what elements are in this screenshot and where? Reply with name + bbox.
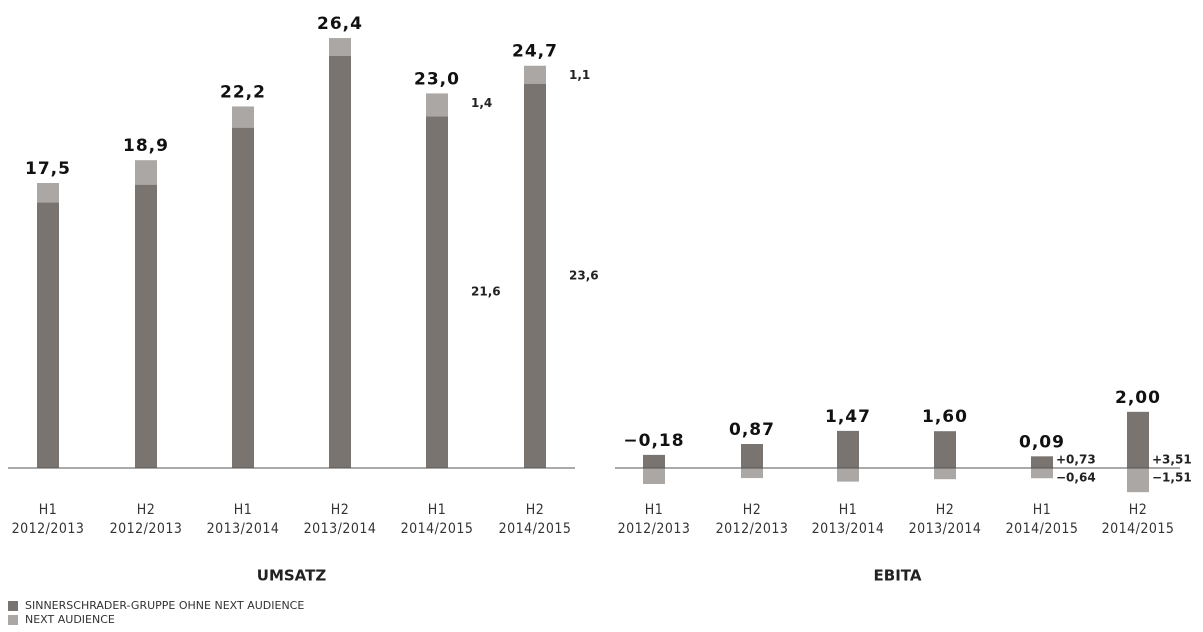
segment-label: 1,1 — [569, 68, 590, 82]
segment-label: +0,73 — [1056, 453, 1096, 467]
total-label: 23,0 — [414, 69, 460, 89]
x-tick-label: 2014/2015 — [1102, 521, 1175, 537]
x-tick-label: 2013/2014 — [207, 521, 280, 537]
x-tick-label: 2012/2013 — [618, 521, 691, 537]
legend-label: SINNERSCHRADER-GRUPPE OHNE NEXT AUDIENCE — [25, 599, 304, 612]
total-label: 24,7 — [512, 42, 558, 62]
x-tick-label: 2013/2014 — [304, 521, 377, 537]
x-tick-label: H2 — [137, 502, 156, 518]
total-label: 17,5 — [25, 159, 71, 179]
x-tick-label: H1 — [39, 502, 58, 518]
x-tick-label: 2014/2015 — [401, 521, 474, 537]
legend-swatch — [8, 615, 18, 625]
bar-segment — [524, 65, 546, 84]
bar-segment — [426, 116, 448, 468]
segment-label: −1,51 — [1152, 471, 1192, 485]
x-tick-label: H2 — [526, 502, 545, 518]
bar-segment — [741, 444, 763, 468]
x-tick-label: H1 — [428, 502, 447, 518]
bar-segment — [37, 183, 59, 203]
x-tick-label: H1 — [645, 502, 664, 518]
bar-segment — [135, 184, 157, 468]
total-label: 22,2 — [220, 82, 266, 102]
bar-segment — [37, 202, 59, 469]
chart-title: EBITA — [874, 567, 922, 585]
bar-segment — [1031, 456, 1053, 468]
bar-segment — [837, 468, 859, 482]
bar-segment — [232, 127, 254, 468]
total-label: 1,47 — [825, 407, 871, 427]
x-tick-label: H2 — [1129, 502, 1148, 518]
x-tick-label: H2 — [936, 502, 955, 518]
segment-label: +3,51 — [1152, 453, 1192, 467]
bar-segment — [524, 83, 546, 469]
total-label: 0,09 — [1019, 432, 1065, 452]
bar-segment — [232, 106, 254, 128]
x-tick-label: 2014/2015 — [499, 521, 572, 537]
segment-label: 21,6 — [471, 285, 501, 299]
x-tick-label: 2013/2014 — [812, 521, 885, 537]
total-label: 26,4 — [317, 14, 363, 34]
x-tick-label: H2 — [331, 502, 350, 518]
bar-segment — [934, 468, 956, 480]
x-tick-label: 2013/2014 — [909, 521, 982, 537]
segment-label: 23,6 — [569, 268, 599, 282]
x-tick-label: 2014/2015 — [1006, 521, 1079, 537]
bar-segment — [426, 93, 448, 117]
bar-segment — [934, 431, 956, 468]
total-label: 0,87 — [729, 420, 775, 440]
x-tick-label: H1 — [234, 502, 253, 518]
chart-title: UMSATZ — [257, 567, 327, 585]
bar-segment — [1127, 468, 1149, 493]
legend-swatch — [8, 601, 18, 611]
x-tick-label: 2012/2013 — [716, 521, 789, 537]
bar-segment — [837, 430, 859, 468]
bar-segment — [1031, 468, 1053, 479]
legend-label: NEXT AUDIENCE — [25, 613, 115, 626]
segment-label: 1,4 — [471, 96, 492, 110]
x-tick-label: 2012/2013 — [12, 521, 85, 537]
x-tick-label: H1 — [839, 502, 858, 518]
bar-segment — [643, 454, 665, 468]
total-label: 1,60 — [922, 407, 968, 427]
total-label: 18,9 — [123, 136, 169, 156]
total-label: −0,18 — [623, 431, 684, 451]
total-label: 2,00 — [1115, 388, 1161, 408]
bar-segment — [643, 468, 665, 484]
bar-segment — [329, 55, 351, 468]
bar-segment — [741, 468, 763, 479]
bar-segment — [329, 38, 351, 56]
bar-segment — [135, 160, 157, 185]
x-tick-label: H1 — [1033, 502, 1052, 518]
x-tick-label: H2 — [743, 502, 762, 518]
x-tick-label: 2012/2013 — [110, 521, 183, 537]
segment-label: −0,64 — [1056, 471, 1096, 485]
bar-segment — [1127, 411, 1149, 468]
